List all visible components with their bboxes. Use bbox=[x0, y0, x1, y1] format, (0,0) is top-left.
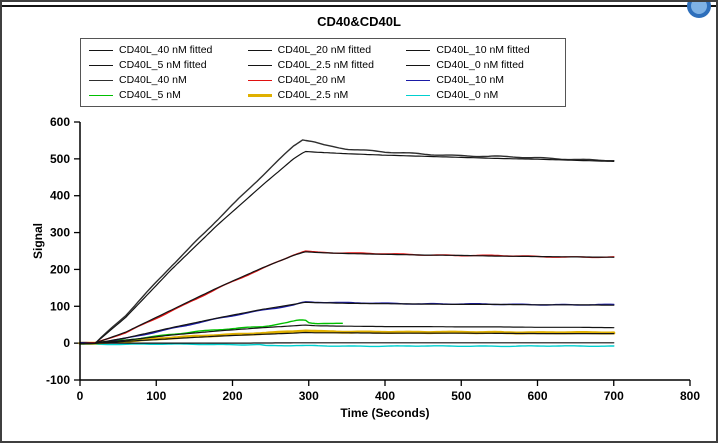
y-tick-label: 200 bbox=[50, 262, 70, 276]
series-line bbox=[79, 324, 615, 344]
x-tick-label: 800 bbox=[680, 389, 700, 403]
legend-item: CD40L_2.5 nM bbox=[247, 88, 399, 102]
chart-title: CD40&CD40L bbox=[317, 14, 401, 29]
series-line bbox=[79, 139, 615, 345]
legend-item: CD40L_20 nM fitted bbox=[247, 43, 399, 57]
x-tick-label: 100 bbox=[146, 389, 166, 403]
legend-label: CD40L_0 nM bbox=[436, 89, 499, 101]
legend-item: CD40L_0 nM bbox=[406, 88, 557, 102]
legend-label: CD40L_10 nM bbox=[436, 74, 505, 86]
x-tick-label: 200 bbox=[222, 389, 242, 403]
legend-label: CD40L_20 nM bbox=[277, 74, 346, 86]
legend-label: CD40L_2.5 nM bbox=[277, 89, 349, 101]
legend-label: CD40L_40 nM bbox=[119, 74, 187, 86]
series-line bbox=[79, 150, 615, 344]
legend-label: CD40L_5 nM bbox=[119, 89, 181, 101]
legend-item: CD40L_20 nM bbox=[247, 73, 399, 87]
legend-label: CD40L_20 nM fitted bbox=[277, 44, 372, 56]
legend-item: CD40L_0 nM fitted bbox=[406, 58, 557, 72]
legend-label: CD40L_10 nM fitted bbox=[436, 44, 530, 56]
legend-line-swatch bbox=[406, 79, 431, 81]
legend-label: CD40L_0 nM fitted bbox=[436, 59, 524, 71]
x-axis-label: Time (Seconds) bbox=[340, 406, 430, 420]
legend-line-swatch bbox=[89, 49, 113, 51]
legend-line-swatch bbox=[89, 79, 113, 81]
legend-line-swatch bbox=[247, 93, 272, 97]
legend-line-swatch bbox=[89, 64, 113, 66]
y-axis-label: Signal bbox=[31, 223, 45, 260]
legend: CD40L_40 nM fitted CD40L_20 nM fitted CD40… bbox=[80, 38, 566, 107]
legend-label: CD40L_5 nM fitted bbox=[119, 59, 207, 71]
y-tick-label: 0 bbox=[63, 336, 70, 350]
legend-line-swatch bbox=[406, 94, 431, 96]
legend-line-swatch bbox=[247, 49, 272, 51]
legend-item: CD40L_10 nM fitted bbox=[406, 43, 557, 57]
y-tick-label: 300 bbox=[50, 226, 70, 240]
plot-svg: 0 100 200 300 400 500 600 700 800 -100 0 100 200 300 4… bbox=[46, 115, 700, 403]
series-line bbox=[79, 331, 615, 344]
legend-line-swatch bbox=[89, 94, 113, 96]
legend-item: CD40L_5 nM bbox=[89, 88, 240, 102]
legend-item: CD40L_40 nM fitted bbox=[89, 43, 240, 57]
legend-line-swatch bbox=[247, 64, 272, 66]
x-tick-label: 400 bbox=[375, 389, 395, 403]
top-divider bbox=[2, 5, 716, 7]
y-tick-label: 500 bbox=[50, 152, 70, 166]
y-tick-label: -100 bbox=[46, 373, 70, 387]
legend-item: CD40L_5 nM fitted bbox=[89, 58, 240, 72]
x-tick-label: 500 bbox=[451, 389, 471, 403]
series-line bbox=[79, 250, 615, 344]
legend-item: CD40L_10 nM bbox=[406, 73, 557, 87]
logo-circle-icon bbox=[687, 2, 711, 18]
x-tick-label: 700 bbox=[604, 389, 624, 403]
x-tick-label: 0 bbox=[77, 389, 84, 403]
series-line bbox=[79, 251, 615, 344]
series-line bbox=[79, 343, 615, 348]
plot-area: 0 100 200 300 400 500 600 700 800 -100 0 100 200 300 4… bbox=[2, 110, 716, 435]
y-tick-label: 600 bbox=[50, 115, 70, 129]
legend-label: CD40L_40 nM fitted bbox=[119, 44, 213, 56]
legend-item: CD40L_40 nM bbox=[89, 73, 240, 87]
legend-item: CD40L_2.5 nM fitted bbox=[247, 58, 399, 72]
legend-line-swatch bbox=[406, 64, 431, 66]
y-tick-label: 400 bbox=[50, 189, 70, 203]
legend-line-swatch bbox=[406, 49, 431, 51]
x-tick-label: 300 bbox=[299, 389, 319, 403]
y-tick-label: 100 bbox=[50, 299, 70, 313]
series-line bbox=[79, 301, 615, 344]
legend-line-swatch bbox=[247, 79, 272, 81]
x-tick-label: 600 bbox=[527, 389, 547, 403]
legend-label: CD40L_2.5 nM fitted bbox=[277, 59, 374, 71]
